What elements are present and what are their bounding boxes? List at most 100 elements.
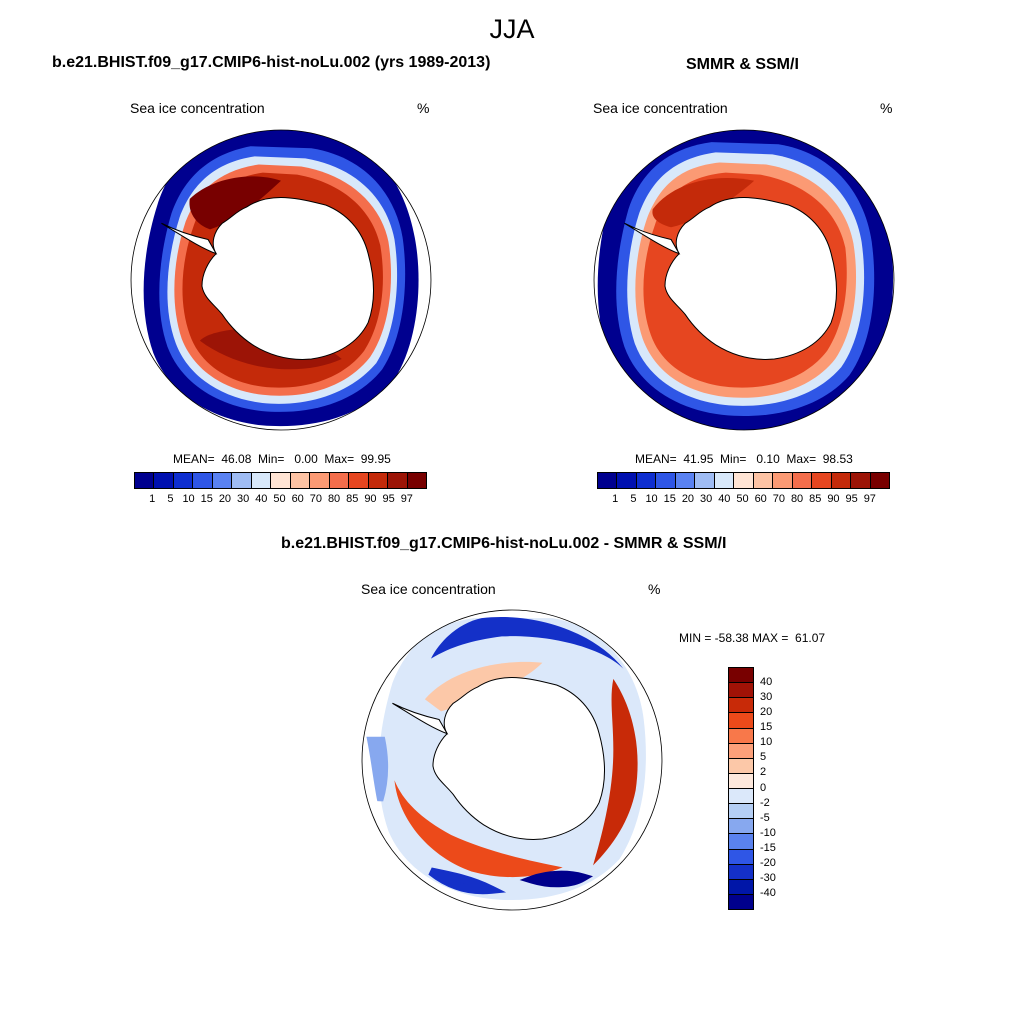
colorbar-tick-label: 40 [760, 676, 773, 689]
colorbar-tick-label: -5 [760, 811, 770, 824]
diff-peninsula-outline [392, 702, 449, 735]
diff-colorbar [728, 667, 754, 910]
colorbar-swatch [729, 743, 753, 759]
diff-unit-label: % [648, 581, 661, 597]
colorbar-swatch [368, 473, 389, 488]
colorbar-tick-label: 90 [827, 493, 840, 505]
colorbar-tick-label: 15 [663, 493, 676, 505]
colorbar-tick-label: 95 [382, 493, 395, 505]
colorbar-tick-label: 80 [790, 493, 804, 505]
diff-map-border [361, 609, 663, 911]
colorbar-tick-label: 97 [863, 493, 876, 505]
colorbar-swatch [729, 773, 753, 789]
colorbar-tick-label: 50 [273, 493, 286, 505]
model-case-title: b.e21.BHIST.f09_g17.CMIP6-hist-noLu.002 … [52, 54, 491, 71]
colorbar-swatch [349, 473, 369, 488]
colorbar-swatch [173, 473, 194, 488]
colorbar-swatch [729, 819, 753, 835]
colorbar-swatch [729, 758, 753, 774]
diff-stats: MIN = -58.38 MAX = 61.07 [679, 631, 826, 645]
colorbar-swatch [729, 894, 753, 909]
colorbar-tick-label: -20 [760, 856, 776, 869]
model-map-border [130, 129, 432, 431]
obs-peninsula-outline [624, 222, 681, 255]
colorbar-swatch [729, 698, 753, 714]
colorbar-tick-label: 15 [200, 493, 213, 505]
colorbar-swatch [870, 473, 890, 488]
colorbar-swatch [753, 473, 774, 488]
diff-polar-map [361, 609, 663, 911]
colorbar-tick-label: -15 [760, 841, 776, 854]
obs-colorbar [597, 472, 890, 489]
colorbar-swatch [135, 473, 155, 488]
colorbar-swatch [729, 728, 753, 744]
colorbar-tick-label: 20 [760, 706, 773, 719]
obs-unit-label: % [880, 100, 893, 116]
colorbar-swatch [734, 473, 754, 488]
colorbar-swatch [271, 473, 291, 488]
colorbar-tick-label: 1 [612, 493, 619, 505]
obs-case-title: SMMR & SSM/I [686, 56, 799, 73]
colorbar-tick-label: 10 [645, 493, 658, 505]
colorbar-swatch [310, 473, 330, 488]
colorbar-swatch [329, 473, 350, 488]
colorbar-swatch [729, 668, 753, 684]
colorbar-swatch [714, 473, 735, 488]
colorbar-swatch [675, 473, 696, 488]
colorbar-tick-label: 85 [346, 493, 359, 505]
colorbar-tick-label: 40 [718, 493, 731, 505]
colorbar-swatch [154, 473, 174, 488]
colorbar-tick-label: 20 [681, 493, 695, 505]
colorbar-tick-label: 5 [760, 751, 767, 764]
obs-antarctica-outline [664, 197, 837, 360]
colorbar-swatch [251, 473, 272, 488]
model-peninsula-outline [161, 222, 218, 255]
colorbar-tick-label: -10 [760, 826, 776, 839]
colorbar-swatch [831, 473, 852, 488]
colorbar-tick-label: 30 [237, 493, 250, 505]
colorbar-swatch [729, 789, 753, 805]
colorbar-tick-label: 10 [182, 493, 195, 505]
colorbar-swatch [290, 473, 311, 488]
model-colorbar-ticks: 1 5 10 15 20 30 40 50 60 70 80 85 90 95 97 [134, 493, 425, 507]
colorbar-swatch [729, 683, 753, 699]
colorbar-swatch [407, 473, 427, 488]
colorbar-tick-label: 70 [309, 493, 322, 505]
obs-variable-label: Sea ice concentration [593, 100, 728, 116]
colorbar-swatch [851, 473, 871, 488]
colorbar-swatch [729, 879, 753, 895]
colorbar-swatch [212, 473, 233, 488]
colorbar-tick-label: 60 [291, 493, 304, 505]
colorbar-swatch [598, 473, 618, 488]
colorbar-tick-label: 40 [255, 493, 268, 505]
colorbar-tick-label: 90 [364, 493, 377, 505]
colorbar-swatch [695, 473, 715, 488]
model-stats: MEAN= 46.08 Min= 0.00 Max= 99.95 [173, 452, 391, 466]
obs-map-border [593, 129, 895, 431]
colorbar-tick-label: -2 [760, 796, 770, 809]
colorbar-swatch [232, 473, 252, 488]
model-antarctica-outline [201, 197, 374, 360]
diff-colorbar-ticks: 40 30 20 15 10 5 2 0 -2 -5 -10 -15 -20 -30 -40 [760, 667, 800, 908]
colorbar-swatch [812, 473, 832, 488]
model-colorbar [134, 472, 427, 489]
colorbar-swatch [388, 473, 408, 488]
colorbar-swatch [729, 864, 753, 880]
colorbar-tick-label: 70 [772, 493, 785, 505]
colorbar-swatch [792, 473, 813, 488]
colorbar-swatch [729, 849, 753, 865]
diff-variable-label: Sea ice concentration [361, 581, 496, 597]
colorbar-tick-label: 30 [700, 493, 713, 505]
colorbar-swatch [617, 473, 637, 488]
colorbar-tick-label: 95 [845, 493, 858, 505]
diff-case-title: b.e21.BHIST.f09_g17.CMIP6-hist-noLu.002 … [281, 535, 727, 552]
colorbar-tick-label: 60 [754, 493, 767, 505]
colorbar-tick-label: 97 [400, 493, 413, 505]
colorbar-tick-label: 0 [760, 781, 767, 794]
colorbar-tick-label: -40 [760, 886, 776, 899]
obs-colorbar-ticks: 1 5 10 15 20 30 40 50 60 70 80 85 90 95 97 [597, 493, 888, 507]
colorbar-swatch [729, 834, 753, 850]
colorbar-swatch [729, 713, 753, 729]
colorbar-tick-label: 30 [760, 691, 773, 704]
colorbar-tick-label: 50 [736, 493, 749, 505]
